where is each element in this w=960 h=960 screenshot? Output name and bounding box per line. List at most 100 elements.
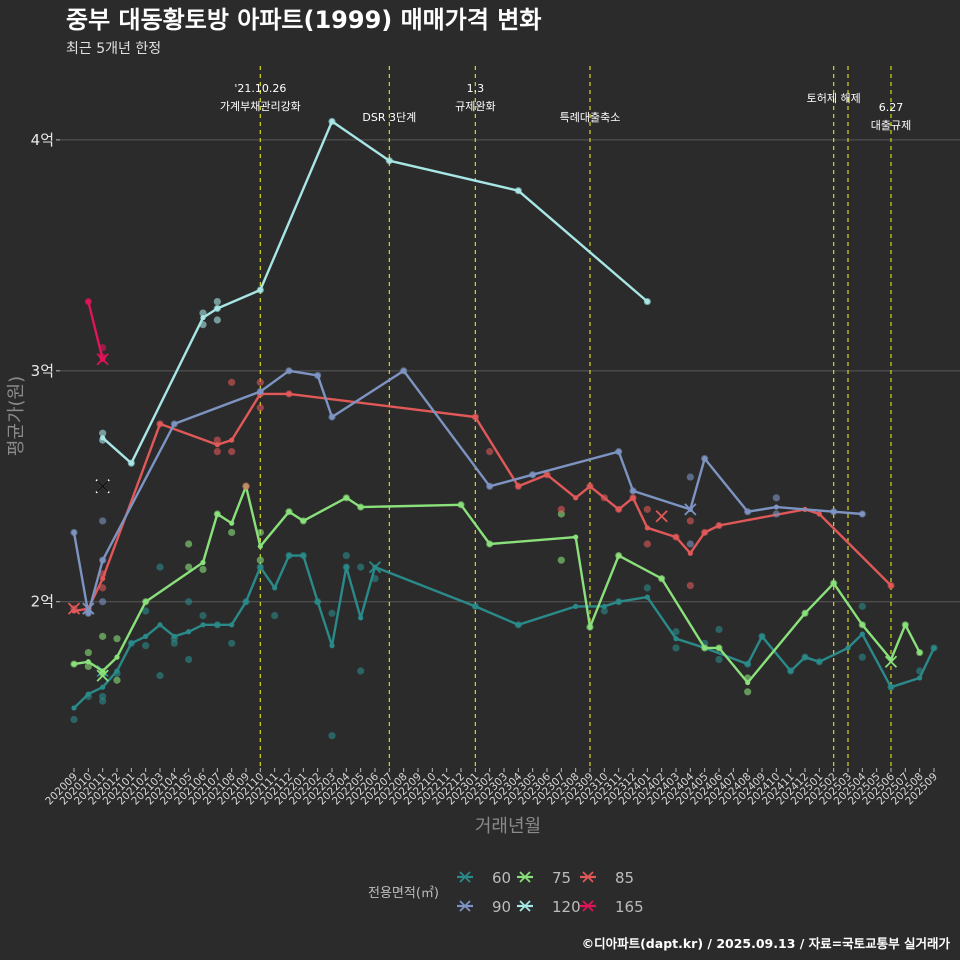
x-marker: [96, 353, 109, 366]
line-vertex: [616, 449, 622, 455]
line-vertex: [71, 661, 77, 667]
x-marker: [67, 602, 81, 615]
legend-item-75: 75: [517, 869, 571, 887]
x-marker-stroke: [96, 480, 109, 493]
event-label: 규제완화: [455, 100, 495, 113]
line-vertex: [601, 603, 607, 609]
line-vertex: [716, 645, 722, 651]
line-vertex: [286, 368, 292, 374]
data-point: [199, 565, 207, 574]
line-vertex: [329, 643, 335, 649]
data-point: [557, 556, 565, 564]
line-vertex: [515, 188, 521, 194]
line-vertex: [831, 509, 837, 515]
data-point: [744, 688, 752, 696]
legend-label: 90: [492, 898, 511, 916]
line-vertex: [358, 615, 364, 621]
legend-label: 120: [552, 898, 581, 916]
x-marker: [96, 669, 109, 682]
legend-marker: [582, 900, 594, 912]
x-marker-stroke: [884, 655, 898, 668]
series-line: [73, 554, 936, 709]
line-vertex: [329, 414, 335, 420]
line-vertex: [300, 518, 306, 524]
data-point: [99, 429, 107, 437]
x-marker-stroke: [519, 871, 531, 883]
data-point: [142, 607, 150, 615]
data-point: [328, 609, 336, 617]
data-point: [486, 448, 494, 456]
line-vertex: [243, 599, 249, 605]
x-marker: [884, 655, 898, 668]
line-vertex: [917, 649, 923, 656]
line-vertex: [587, 483, 593, 489]
line-vertex: [859, 631, 865, 637]
data-point: [213, 316, 221, 324]
line-vertex: [157, 421, 163, 427]
series-60: [70, 551, 938, 740]
legend-label: 60: [492, 869, 511, 887]
data-point: [858, 653, 866, 661]
series-line: [87, 301, 104, 360]
legend-marker: [459, 900, 471, 912]
legend-title: 전용면적(㎡): [368, 886, 439, 901]
y-tick-label: 2억: [31, 593, 54, 611]
legend-label: 165: [615, 898, 644, 916]
data-point: [228, 528, 236, 537]
line-vertex: [100, 576, 106, 582]
data-point: [142, 642, 150, 650]
line-vertex: [214, 442, 220, 448]
data-point: [199, 309, 207, 317]
data-point: [199, 611, 207, 620]
line-vertex: [859, 511, 865, 517]
data-point: [271, 611, 279, 620]
line-vertex: [616, 506, 622, 512]
data-point: [70, 715, 78, 724]
line-vertex: [515, 483, 521, 489]
data-point: [256, 556, 264, 564]
line-vertex: [802, 654, 808, 660]
chart-subtitle: 최근 5개년 한정: [66, 41, 161, 57]
line-vertex: [917, 675, 923, 681]
data-point: [156, 563, 164, 571]
line-vertex: [702, 455, 708, 462]
data-point: [185, 540, 193, 548]
legend-marker: [459, 871, 471, 883]
line-vertex: [401, 368, 407, 374]
line-vertex: [644, 594, 650, 600]
line-vertex: [229, 622, 235, 628]
data-point: [113, 676, 121, 684]
data-point: [328, 732, 336, 740]
data-point: [686, 581, 694, 590]
line-vertex: [472, 414, 478, 420]
line-vertex: [458, 502, 464, 508]
legend-marker: [519, 871, 531, 883]
x-marker-stroke: [684, 503, 697, 516]
line-vertex: [329, 118, 335, 125]
data-point: [686, 540, 694, 548]
line-vertex: [358, 504, 364, 510]
series-165: [84, 297, 109, 366]
line-vertex: [286, 509, 292, 515]
line-vertex: [100, 435, 106, 441]
line-vertex: [702, 529, 708, 536]
line-vertex: [315, 372, 321, 379]
line-vertex: [702, 645, 708, 651]
legend: 전용면적(㎡) 60 75 85 90 120 165: [368, 869, 644, 916]
line-vertex: [831, 580, 837, 586]
data-point: [557, 505, 565, 513]
legend-item-90: 90: [457, 898, 511, 916]
line-vertex: [214, 511, 220, 517]
line-vertex: [573, 603, 579, 609]
data-point: [185, 598, 193, 606]
line-vertex: [257, 287, 263, 293]
y-axis-label: 평균가(원): [6, 376, 27, 456]
line-vertex: [659, 576, 665, 582]
x-marker-stroke: [655, 510, 668, 523]
credit-text: ©디아파트(dapt.kr) / 2025.09.13 / 자료=국토교통부 실…: [582, 936, 951, 951]
x-marker-stroke: [82, 602, 95, 615]
x-marker: [82, 602, 95, 615]
line-vertex: [128, 460, 134, 466]
line-vertex: [143, 599, 149, 605]
data-point: [643, 584, 651, 592]
